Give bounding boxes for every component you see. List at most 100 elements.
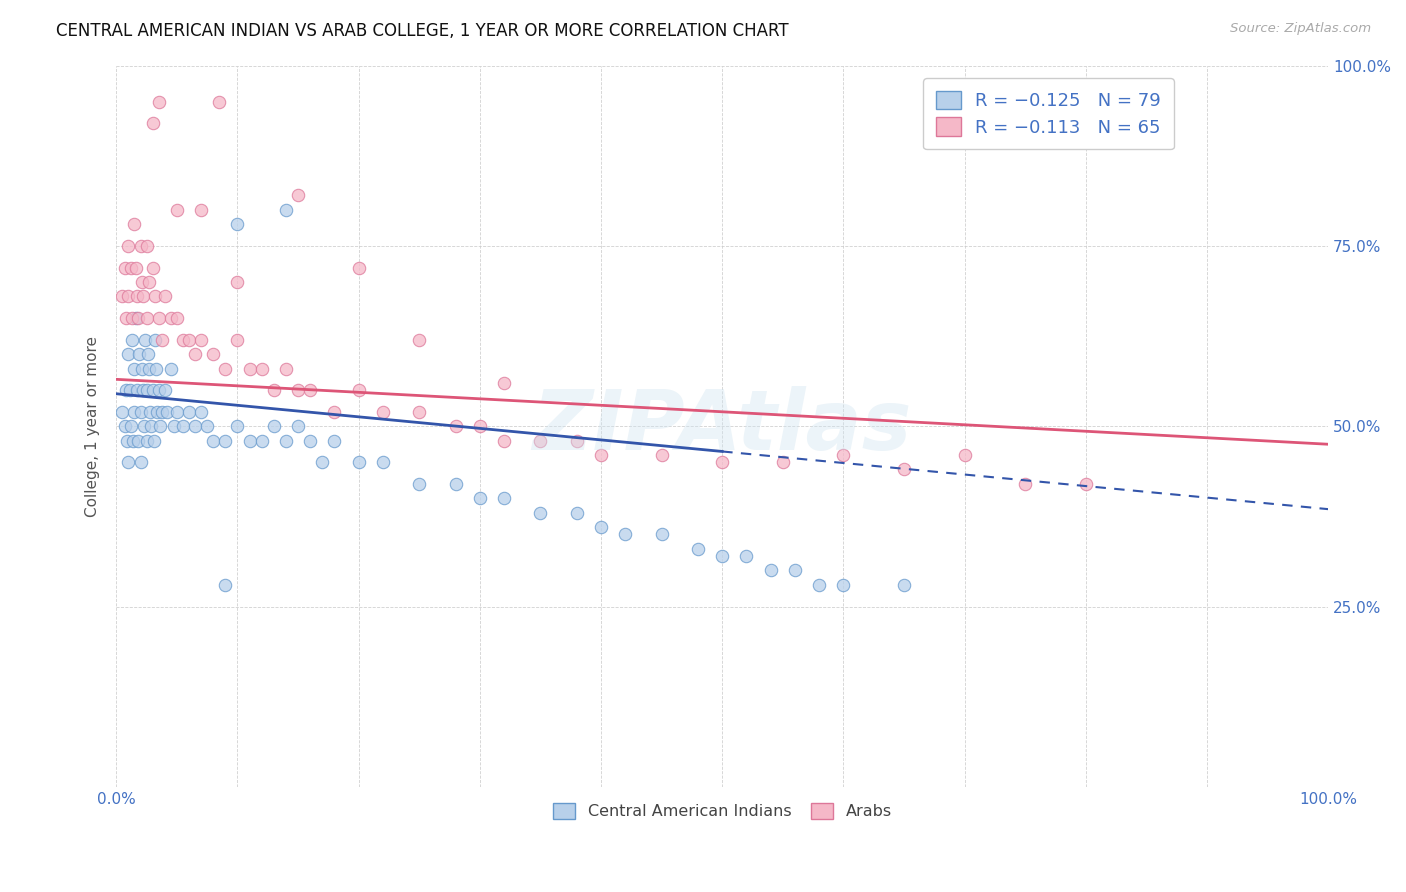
Point xyxy=(135,239,157,253)
Point xyxy=(263,419,285,434)
Point xyxy=(142,434,165,448)
Point xyxy=(783,564,806,578)
Point xyxy=(143,289,166,303)
Point xyxy=(135,434,157,448)
Point xyxy=(444,419,467,434)
Point xyxy=(125,383,148,397)
Point xyxy=(136,347,159,361)
Point xyxy=(124,405,146,419)
Point xyxy=(202,434,225,448)
Point xyxy=(347,260,370,275)
Point xyxy=(190,333,212,347)
Point xyxy=(142,116,165,130)
Point xyxy=(146,405,169,419)
Point xyxy=(468,491,491,506)
Point xyxy=(127,311,149,326)
Point xyxy=(148,95,170,109)
Point xyxy=(565,506,588,520)
Point xyxy=(141,419,163,434)
Point xyxy=(124,361,146,376)
Point xyxy=(143,333,166,347)
Point xyxy=(120,419,142,434)
Point xyxy=(150,333,173,347)
Point xyxy=(114,419,136,434)
Point xyxy=(226,419,249,434)
Point xyxy=(142,383,165,397)
Point xyxy=(494,434,516,448)
Point xyxy=(772,455,794,469)
Point xyxy=(117,239,139,253)
Point xyxy=(150,405,173,419)
Point xyxy=(122,434,145,448)
Point xyxy=(651,448,673,462)
Point xyxy=(202,347,225,361)
Point xyxy=(239,434,262,448)
Point xyxy=(1074,476,1097,491)
Point xyxy=(190,202,212,217)
Point xyxy=(184,419,207,434)
Point xyxy=(138,275,160,289)
Point xyxy=(250,434,273,448)
Point xyxy=(124,311,146,326)
Text: Source: ZipAtlas.com: Source: ZipAtlas.com xyxy=(1230,22,1371,36)
Point xyxy=(132,289,155,303)
Point xyxy=(163,419,186,434)
Point xyxy=(323,405,346,419)
Point xyxy=(111,405,134,419)
Point xyxy=(287,419,309,434)
Point xyxy=(117,347,139,361)
Text: CENTRAL AMERICAN INDIAN VS ARAB COLLEGE, 1 YEAR OR MORE CORRELATION CHART: CENTRAL AMERICAN INDIAN VS ARAB COLLEGE,… xyxy=(56,22,789,40)
Point xyxy=(686,541,709,556)
Point xyxy=(239,361,262,376)
Point xyxy=(408,333,430,347)
Point xyxy=(1014,476,1036,491)
Point xyxy=(494,376,516,390)
Point xyxy=(263,383,285,397)
Point xyxy=(115,311,138,326)
Point xyxy=(153,383,176,397)
Point xyxy=(172,419,194,434)
Point xyxy=(274,434,297,448)
Point xyxy=(117,455,139,469)
Point xyxy=(274,361,297,376)
Point xyxy=(111,289,134,303)
Point xyxy=(135,311,157,326)
Point xyxy=(953,448,976,462)
Point xyxy=(129,239,152,253)
Point xyxy=(159,311,181,326)
Point xyxy=(134,419,156,434)
Point xyxy=(129,455,152,469)
Point xyxy=(121,333,143,347)
Point xyxy=(893,462,915,476)
Point xyxy=(177,333,200,347)
Point xyxy=(347,383,370,397)
Point xyxy=(651,527,673,541)
Point xyxy=(121,311,143,326)
Point xyxy=(287,188,309,202)
Point xyxy=(226,275,249,289)
Point xyxy=(138,361,160,376)
Point xyxy=(117,289,139,303)
Point xyxy=(735,549,758,563)
Point xyxy=(274,202,297,217)
Point xyxy=(166,311,188,326)
Point xyxy=(711,549,734,563)
Point xyxy=(139,405,162,419)
Point xyxy=(250,361,273,376)
Point xyxy=(589,520,612,534)
Point xyxy=(153,289,176,303)
Point xyxy=(614,527,637,541)
Point xyxy=(347,455,370,469)
Point xyxy=(120,260,142,275)
Point xyxy=(371,455,394,469)
Point xyxy=(149,419,172,434)
Point xyxy=(184,347,207,361)
Point xyxy=(529,506,551,520)
Point xyxy=(468,419,491,434)
Point xyxy=(145,361,167,376)
Point xyxy=(299,434,322,448)
Point xyxy=(124,217,146,231)
Point xyxy=(299,383,322,397)
Point xyxy=(118,383,141,397)
Point xyxy=(115,383,138,397)
